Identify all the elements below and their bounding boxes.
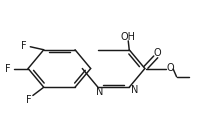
Text: O: O	[153, 48, 161, 58]
Text: F: F	[21, 41, 27, 51]
Text: F: F	[5, 64, 11, 73]
Text: O: O	[166, 63, 174, 73]
Text: N: N	[131, 85, 139, 95]
Text: F: F	[26, 95, 32, 105]
Text: N: N	[96, 87, 104, 97]
Text: OH: OH	[121, 32, 136, 42]
